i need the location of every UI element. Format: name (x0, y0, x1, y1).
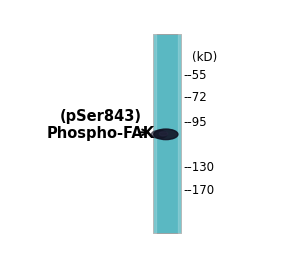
Bar (153, 34, 156, 233)
Text: --55: --55 (183, 69, 207, 82)
Text: --130: --130 (183, 161, 215, 175)
Ellipse shape (154, 129, 178, 140)
Bar (178, 34, 181, 233)
Text: Phospho-FAK: Phospho-FAK (47, 126, 155, 142)
Text: --72: --72 (183, 91, 207, 104)
Ellipse shape (159, 132, 168, 136)
Text: --170: --170 (183, 184, 215, 197)
Text: --95: --95 (183, 116, 207, 129)
Text: (kD): (kD) (192, 51, 217, 64)
Text: (pSer843): (pSer843) (60, 109, 142, 124)
Ellipse shape (151, 130, 167, 138)
Bar (153, 34, 181, 233)
